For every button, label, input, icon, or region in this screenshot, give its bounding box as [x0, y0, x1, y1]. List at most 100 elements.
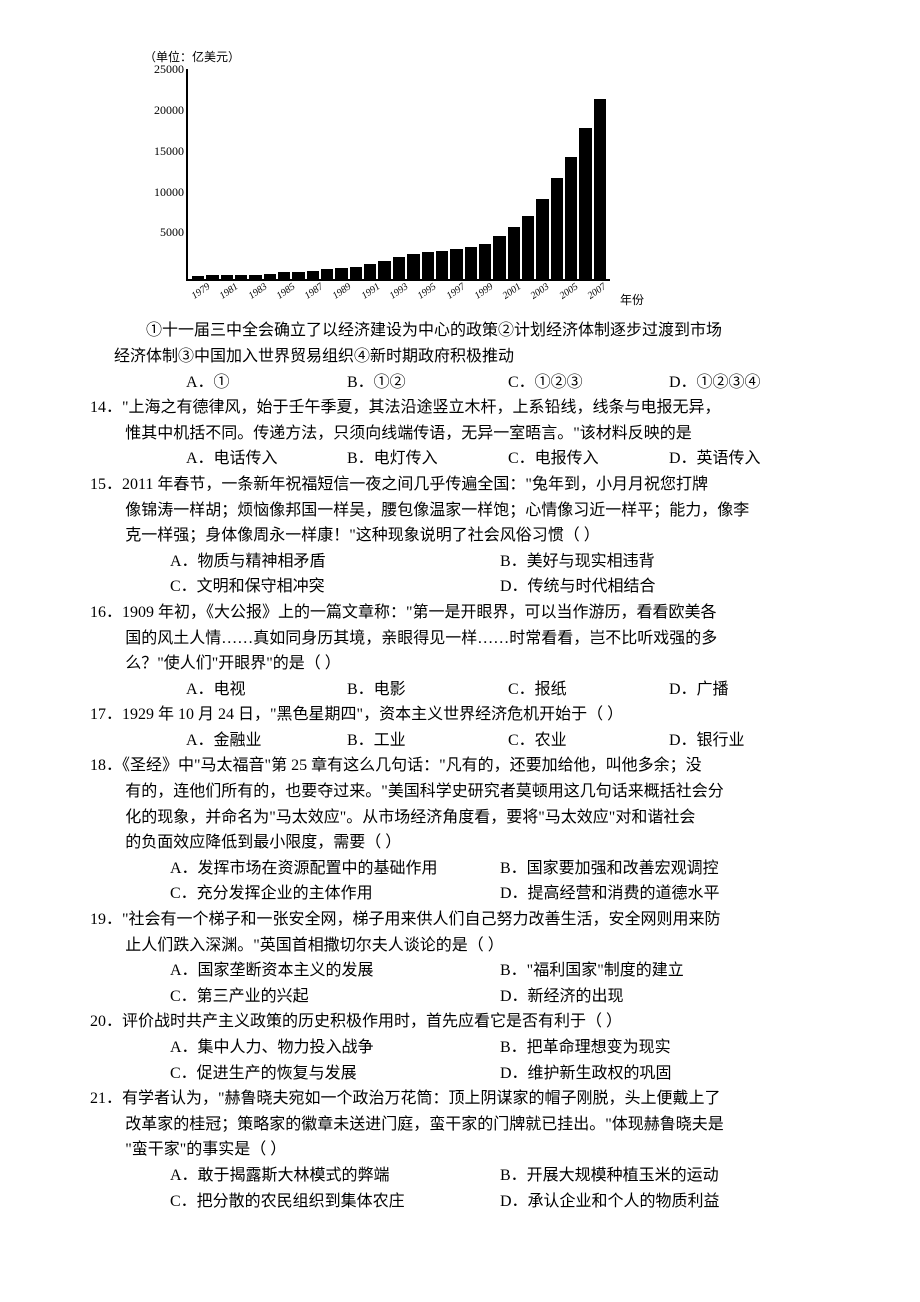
q16-optC: C．报纸	[508, 677, 669, 703]
chart-bar	[422, 252, 434, 279]
chart-bar	[378, 261, 390, 279]
chart-bar	[364, 264, 376, 279]
q17-optA: A．金融业	[186, 728, 347, 754]
q21-options-row1: A．敢于揭露斯大林模式的弊端 B．开展大规模种植玉米的运动	[170, 1163, 830, 1189]
q14-line2: 惟其中机括不同。传递方法，只须向线端传语，无异一室晤言。"该材料反映的是	[125, 421, 830, 447]
q20-options-row1: A．集中人力、物力投入战争 B．把革命理想变为现实	[170, 1035, 830, 1061]
x-axis-ticks: 1979198119831985198719891991199319951997…	[186, 283, 610, 305]
q16-options: A．电视 B．电影 C．报纸 D．广播	[186, 677, 830, 703]
y-tick: 20000	[138, 104, 184, 116]
page-container: （单位：亿美元） 250002000015000100005000 197919…	[0, 0, 920, 1274]
q19-optD: D．新经济的出现	[500, 984, 830, 1010]
q18-options-row1: A．发挥市场在资源配置中的基础作用 B．国家要加强和改善宏观调控	[170, 856, 830, 882]
q21-line3: "蛮干家"的事实是（ ）	[125, 1137, 830, 1163]
y-tick: 15000	[138, 145, 184, 157]
q15-options-row2: C．文明和保守相冲突 D．传统与时代相结合	[170, 574, 830, 600]
q15-line2: 像锦涛一样胡；烦恼像邦国一样吴，腰包像温家一样饱；心情像习近一样平；能力，像李	[125, 498, 830, 524]
q16-optA: A．电视	[186, 677, 347, 703]
chart-plot-area: 250002000015000100005000	[186, 69, 610, 281]
q18-optA: A．发挥市场在资源配置中的基础作用	[170, 856, 500, 882]
q20-optD: D．维护新生政权的巩固	[500, 1061, 830, 1087]
q13-optD: D．①②③④	[669, 370, 830, 396]
q14-optC: C．电报传入	[508, 446, 669, 472]
q15-optC: C．文明和保守相冲突	[170, 574, 500, 600]
chart-bar	[536, 199, 548, 279]
q14-optA: A．电话传入	[186, 446, 347, 472]
q15-options-row1: A．物质与精神相矛盾 B．美好与现实相违背	[170, 549, 830, 575]
chart-bar	[407, 254, 419, 279]
q13-optC: C．①②③	[508, 370, 669, 396]
chart-bar	[292, 272, 304, 280]
q20-optB: B．把革命理想变为现实	[500, 1035, 830, 1061]
q14-optB: B．电灯传入	[347, 446, 508, 472]
q19-optA: A．国家垄断资本主义的发展	[170, 958, 500, 984]
q13-optA: A．①	[186, 370, 347, 396]
q21-optD: D．承认企业和个人的物质利益	[500, 1189, 830, 1215]
q19-optC: C．第三产业的兴起	[170, 984, 500, 1010]
chart-bar	[551, 178, 563, 279]
chart-bar	[465, 247, 477, 279]
chart-bars	[188, 69, 610, 279]
chart-bar	[508, 227, 520, 279]
q18-line3: 化的现象，并命名为"马太效应"。从市场经济角度看，要将"马太效应"对和谐社会	[125, 805, 830, 831]
q19-line2: 止人们跌入深渊。"英国首相撒切尔夫人谈论的是（ ）	[125, 933, 830, 959]
q19-options-row2: C．第三产业的兴起 D．新经济的出现	[170, 984, 830, 1010]
q21-options-row2: C．把分散的农民组织到集体农庄 D．承认企业和个人的物质利益	[170, 1189, 830, 1215]
q18-optD: D．提高经营和消费的道德水平	[500, 881, 830, 907]
chart-bar	[479, 244, 491, 279]
chart-bar	[278, 272, 290, 279]
q20-optA: A．集中人力、物力投入战争	[170, 1035, 500, 1061]
q18-options-row2: C．充分发挥企业的主体作用 D．提高经营和消费的道德水平	[170, 881, 830, 907]
chart-bar	[192, 276, 204, 279]
q17-line1: 17．1929 年 10 月 24 日，"黑色星期四"，资本主义世界经济危机开始…	[125, 702, 830, 728]
chart-bar	[307, 271, 319, 279]
chart-bar	[335, 268, 347, 279]
q13-stem-line1: ①十一届三中全会确立了以经济建设为中心的政策②计划经济体制逐步过渡到市场	[114, 318, 830, 344]
y-tick: 10000	[138, 186, 184, 198]
q16-line2: 国的风土人情……真如同身历其境，亲眼得见一样……时常看看，岂不比听戏强的多	[125, 626, 830, 652]
q20-options-row2: C．促进生产的恢复与发展 D．维护新生政权的巩固	[170, 1061, 830, 1087]
q21-optA: A．敢于揭露斯大林模式的弊端	[170, 1163, 500, 1189]
chart-bar	[321, 269, 333, 279]
q17-optC: C．农业	[508, 728, 669, 754]
chart-bar	[436, 251, 448, 280]
chart-bar	[493, 236, 505, 280]
q17-optD: D．银行业	[669, 728, 830, 754]
chart-bar	[350, 267, 362, 280]
q18-line4: 的负面效应降低到最小限度，需要（ ）	[125, 830, 830, 856]
chart-unit-label: （单位：亿美元）	[144, 48, 620, 67]
q21-optB: B．开展大规模种植玉米的运动	[500, 1163, 830, 1189]
q21-optC: C．把分散的农民组织到集体农庄	[170, 1189, 500, 1215]
chart-bar	[206, 275, 218, 279]
chart-bar	[264, 274, 276, 279]
chart-bar	[235, 275, 247, 279]
y-tick	[138, 267, 184, 279]
q16-line3: 么？"使人们"开眼界"的是（ ）	[125, 651, 830, 677]
q13-stem-line2: 经济体制③中国加入世界贸易组织④新时期政府积极推动	[114, 344, 830, 370]
q21-line1: 21．有学者认为，"赫鲁晓夫宛如一个政治万花筒：顶上阴谋家的帽子刚脱，头上便戴上…	[125, 1086, 830, 1112]
q15-optA: A．物质与精神相矛盾	[170, 549, 500, 575]
chart-bar	[221, 275, 233, 279]
q21-line2: 改革家的桂冠；策略家的徽章未送进门庭，蛮干家的门牌就已挂出。"体现赫鲁晓夫是	[125, 1112, 830, 1138]
q19-options-row1: A．国家垄断资本主义的发展 B．"福利国家"制度的建立	[170, 958, 830, 984]
q14-optD: D．英语传入	[669, 446, 830, 472]
q16-optD: D．广播	[669, 677, 830, 703]
chart-bar	[393, 257, 405, 279]
q15-line1: 15．2011 年春节，一条新年祝福短信一夜之间几乎传遍全国："兔年到，小月月祝…	[125, 472, 830, 498]
trade-chart: （单位：亿美元） 250002000015000100005000 197919…	[140, 48, 620, 310]
q17-optB: B．工业	[347, 728, 508, 754]
q14-line1: 14．"上海之有德律风，始于壬午季夏，其法沿途竖立木杆，上系铅线，线条与电报无异…	[125, 395, 830, 421]
q15-optD: D．传统与时代相结合	[500, 574, 830, 600]
q17-options: A．金融业 B．工业 C．农业 D．银行业	[186, 728, 830, 754]
q19-optB: B．"福利国家"制度的建立	[500, 958, 830, 984]
q13-optB: B．①②	[347, 370, 508, 396]
chart-bar	[594, 99, 606, 280]
q15-line3: 克一样强；身体像周永一样康！"这种现象说明了社会风俗习惯（ ）	[125, 523, 830, 549]
chart-bar	[249, 275, 261, 280]
q20-line1: 20．评价战时共产主义政策的历史积极作用时，首先应看它是否有利于（ ）	[125, 1009, 830, 1035]
chart-bar	[450, 249, 462, 279]
q14-options: A．电话传入 B．电灯传入 C．电报传入 D．英语传入	[186, 446, 830, 472]
q16-line1: 16．1909 年初，《大公报》上的一篇文章称："第一是开眼界，可以当作游历，看…	[125, 600, 830, 626]
y-tick: 5000	[138, 226, 184, 238]
q19-line1: 19．"社会有一个梯子和一张安全网，梯子用来供人们自己努力改善生活，安全网则用来…	[125, 907, 830, 933]
